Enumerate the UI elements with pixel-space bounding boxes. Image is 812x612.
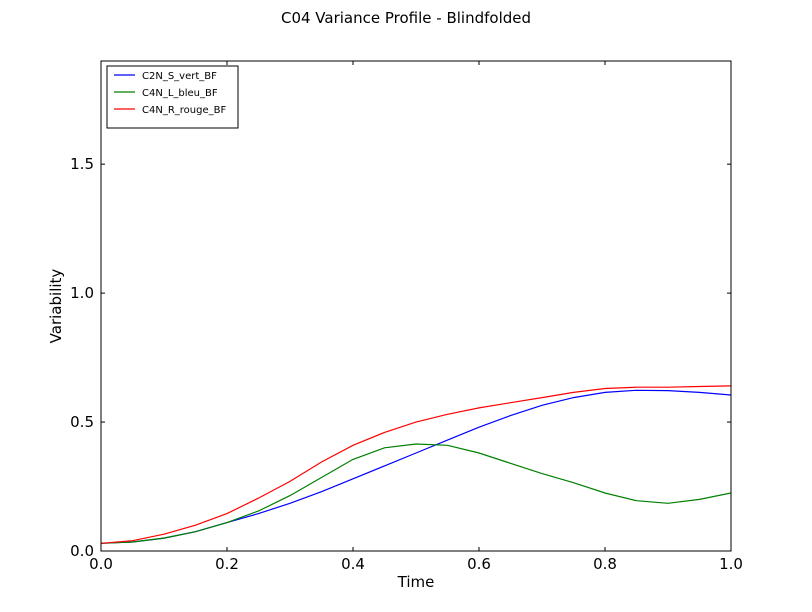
x-axis-label: Time [397, 573, 435, 591]
y-axis-label: Variability [47, 269, 65, 344]
legend-entry: C4N_R_rouge_BF [142, 105, 226, 116]
y-tick-label: 0.5 [70, 413, 94, 431]
series-line-2 [101, 443, 731, 544]
legend-entry: C2N_S_vert_BF [142, 71, 217, 82]
x-tick-label: 1.0 [719, 555, 743, 573]
x-tick-label: 0.6 [467, 555, 491, 573]
axes-frame [100, 60, 732, 552]
legend-box [106, 65, 239, 129]
y-tick-label: 1.0 [70, 284, 94, 302]
series-line-3 [101, 385, 731, 544]
x-tick-label: 0.4 [341, 555, 365, 573]
chart-title: C04 Variance Profile - Blindfolded [281, 9, 531, 27]
plot-area: 0.0 0.2 0.4 0.6 0.8 1.0 0.0 0.5 1.0 1.5 C2N_S_vert… [70, 60, 743, 573]
x-tick-label: 0.2 [215, 555, 239, 573]
y-tick-label: 0.0 [70, 542, 94, 560]
x-tick-label: 0.8 [593, 555, 617, 573]
series-lines [101, 385, 731, 544]
x-tick-label: 0.0 [89, 555, 113, 573]
y-tick-label: 1.5 [70, 155, 94, 173]
series-line-1 [101, 389, 731, 544]
legend-entry: C4N_L_bleu_BF [142, 88, 218, 99]
legend: C2N_S_vert_BF C4N_L_bleu_BF C4N_R_rouge_BF [106, 65, 239, 129]
